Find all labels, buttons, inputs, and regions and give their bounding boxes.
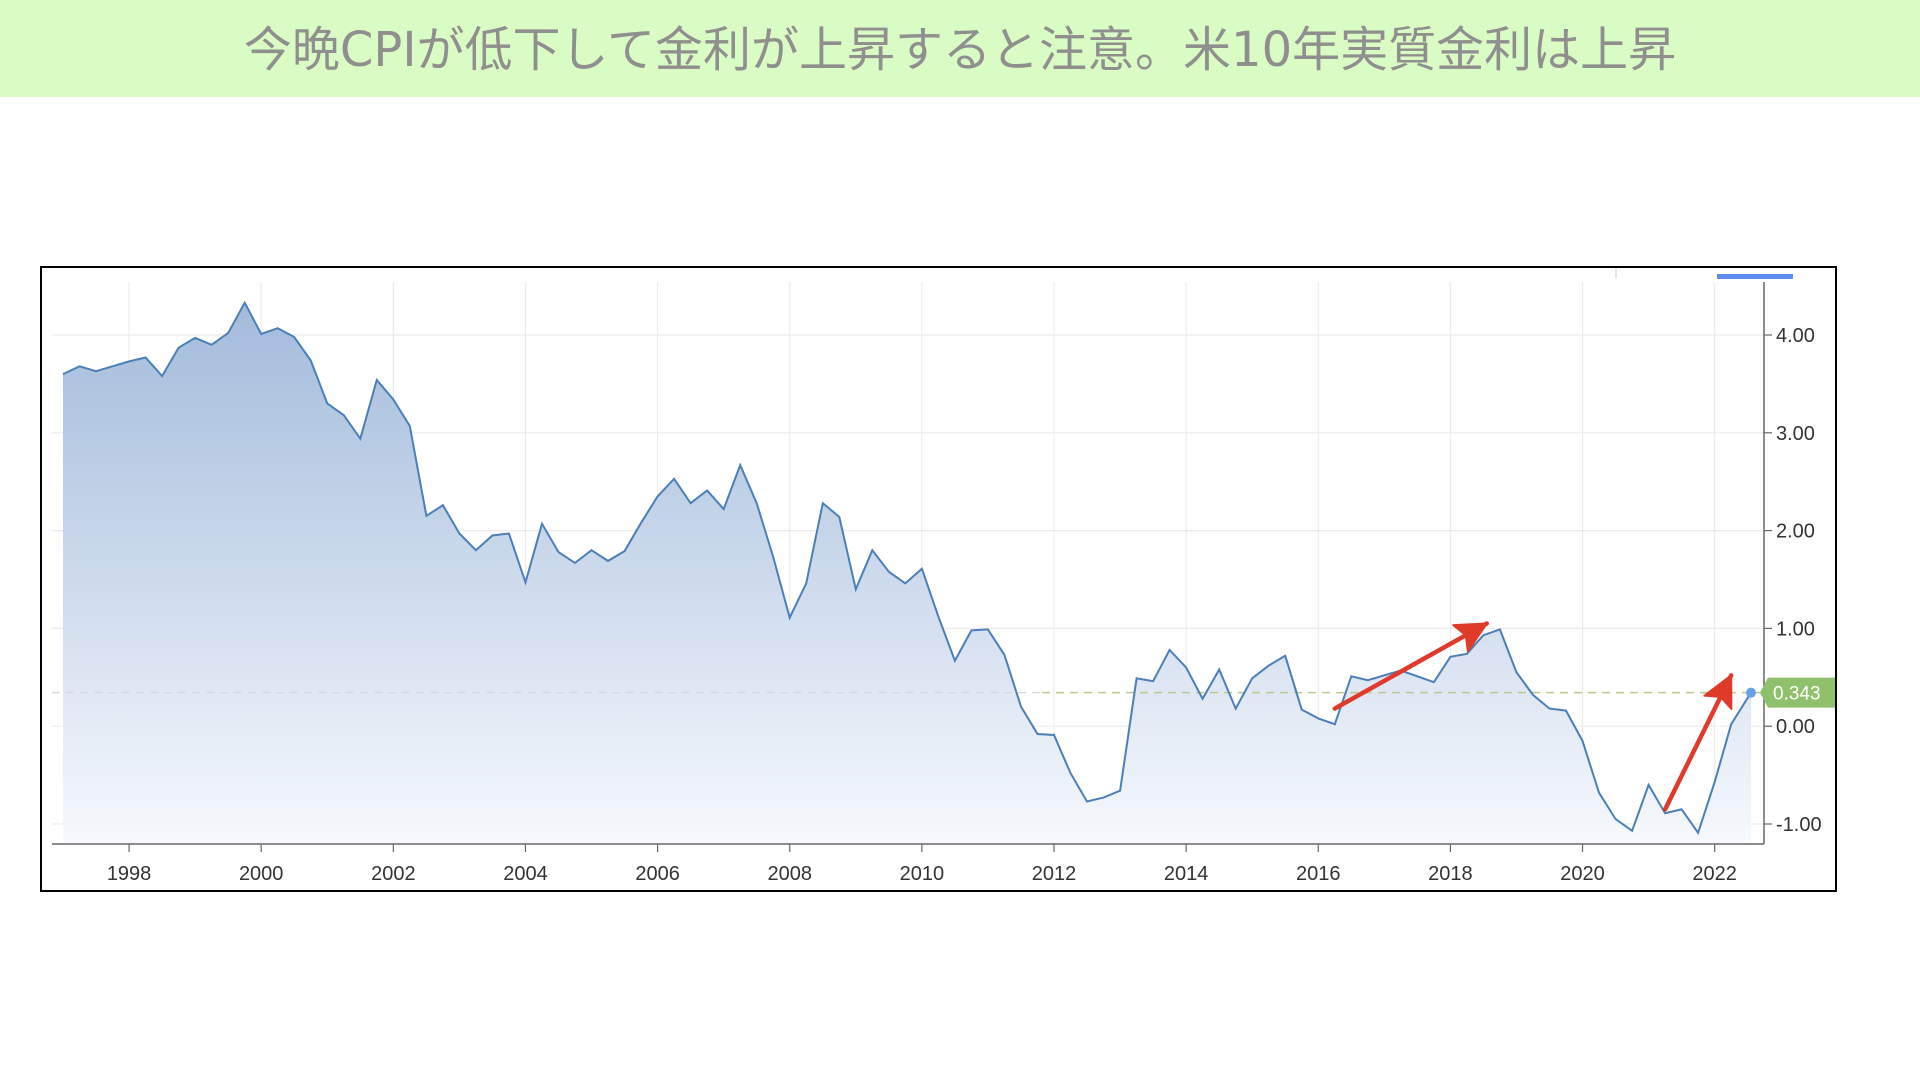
y-tick-labels: 4.00 3.00 2.00 1.00 0.00 -1.00: [1764, 325, 1822, 836]
x-tick-label-2016: 2016: [1296, 863, 1341, 885]
last-value-tag: 0.343: [1746, 677, 1835, 708]
banner-title: 今晩CPIが低下して金利が上昇すると注意。米10年実質金利は上昇: [243, 22, 1677, 78]
annotation-arrow-head-0: [1452, 622, 1488, 653]
legend-marker: [1717, 274, 1793, 279]
y-tick-label-1: 3.00: [1776, 423, 1815, 445]
annotation-arrows: [1332, 621, 1734, 812]
y-tick-label-5: -1.00: [1776, 814, 1822, 836]
axes: [52, 268, 1765, 845]
title-banner: 今晩CPIが低下して金利が上昇すると注意。米10年実質金利は上昇: [0, 0, 1920, 97]
x-tick-label-2012: 2012: [1032, 863, 1077, 885]
last-value-label: 0.343: [1773, 684, 1821, 705]
y-tick-label-0: 4.00: [1776, 325, 1815, 347]
x-tick-label-2022: 2022: [1692, 863, 1737, 885]
x-tick-label-2000: 2000: [239, 863, 284, 885]
last-point-marker: [1746, 687, 1756, 698]
real-yield-chart: 1998 2000 2002 2004 2006 2008 2010 2012 2014 2016…: [52, 268, 1835, 885]
annotation-arrow-head-1: [1703, 674, 1733, 710]
last-value-badge: [1760, 677, 1835, 708]
annotation-arrow-shaft-0: [1332, 621, 1489, 711]
y-tick-label-4: 0.00: [1776, 716, 1815, 738]
x-tick-label-2002: 2002: [371, 863, 416, 885]
x-tick-labels: 1998 2000 2002 2004 2006 2008 2010 2012 2014 2016…: [107, 844, 1737, 885]
chart-frame: 1998 2000 2002 2004 2006 2008 2010 2012 2014 2016…: [40, 266, 1837, 892]
x-tick-label-2006: 2006: [635, 863, 680, 885]
series-area: [63, 302, 1751, 844]
series-line: [62, 300, 1752, 836]
x-tick-label-1998: 1998: [107, 863, 152, 885]
y-tick-label-3: 1.00: [1776, 618, 1815, 640]
x-tick-label-2018: 2018: [1428, 863, 1473, 885]
x-tick-label-2010: 2010: [900, 863, 945, 885]
x-tick-label-2004: 2004: [503, 863, 548, 885]
x-tick-label-2014: 2014: [1164, 863, 1209, 885]
y-tick-label-2: 2.00: [1776, 521, 1815, 543]
x-tick-label-2008: 2008: [767, 863, 812, 885]
x-tick-label-2020: 2020: [1560, 863, 1605, 885]
